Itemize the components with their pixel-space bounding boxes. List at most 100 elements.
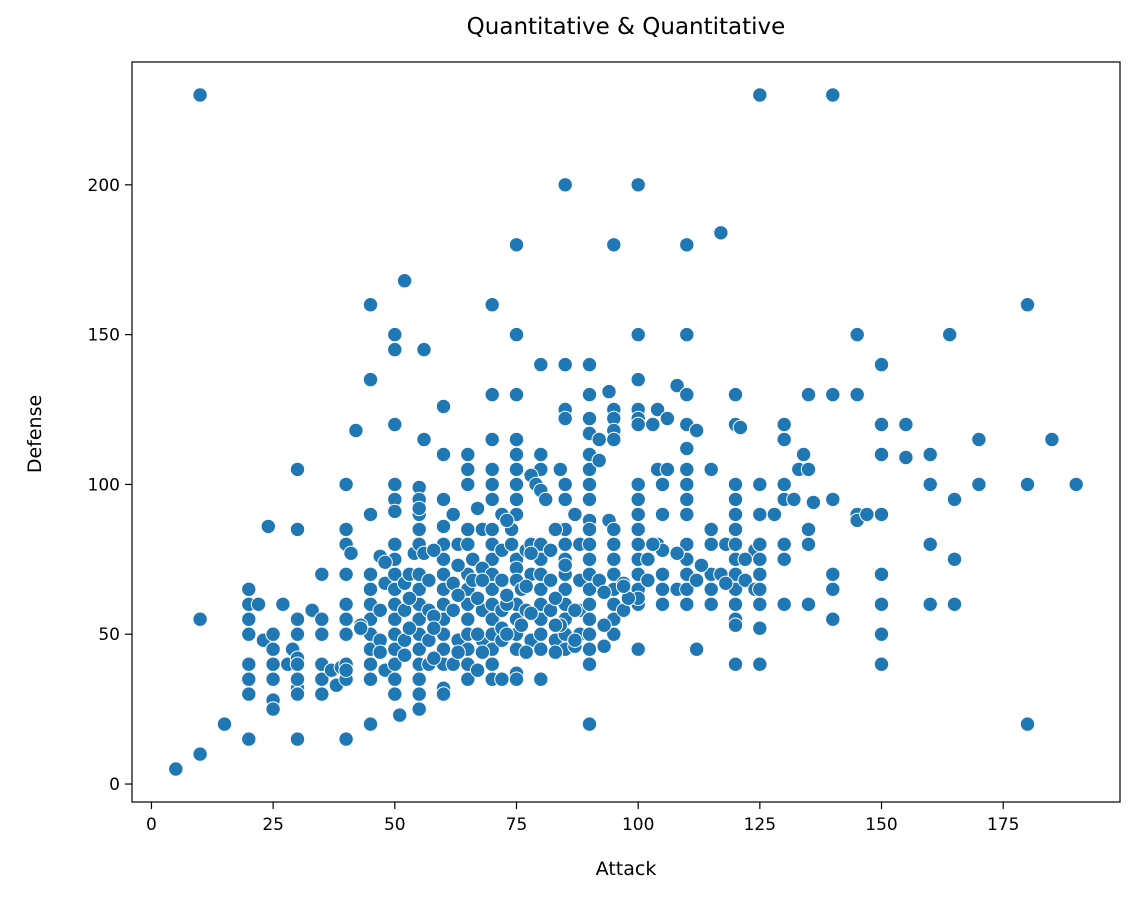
data-point: [289, 521, 306, 538]
data-point: [873, 506, 890, 523]
y-axis-ticks: 0 50 100 150 200: [88, 176, 132, 795]
data-point: [372, 644, 388, 660]
data-point: [727, 476, 744, 493]
data-point: [484, 656, 500, 672]
data-point: [645, 536, 661, 552]
data-point: [484, 461, 500, 478]
data-point: [776, 476, 792, 493]
data-point: [484, 476, 500, 493]
data-point: [362, 506, 379, 523]
data-point: [825, 611, 841, 627]
data-point: [416, 341, 432, 358]
data-point: [387, 671, 403, 687]
data-point: [591, 452, 607, 469]
data-point: [922, 446, 938, 463]
data-point: [606, 551, 622, 567]
data-point: [533, 446, 549, 463]
data-point: [435, 446, 452, 463]
data-point: [216, 716, 233, 732]
data-point: [396, 647, 413, 663]
data-point: [557, 410, 573, 427]
data-point: [669, 377, 685, 394]
data-point: [567, 632, 583, 648]
data-point: [1019, 297, 1036, 313]
data-point: [703, 461, 719, 478]
data-point: [703, 581, 719, 597]
data-point: [654, 506, 671, 523]
data-point: [538, 491, 554, 508]
data-point: [727, 491, 744, 508]
data-point: [435, 398, 452, 415]
data-point: [494, 671, 510, 687]
data-point: [606, 626, 622, 642]
data-point: [567, 602, 583, 618]
data-point: [849, 386, 865, 403]
data-point: [265, 656, 281, 672]
data-point: [898, 416, 914, 433]
data-point: [786, 491, 802, 508]
data-point: [552, 461, 568, 478]
data-point: [688, 641, 705, 657]
data-point: [581, 536, 598, 552]
data-point: [727, 656, 744, 672]
data-point: [630, 506, 646, 523]
data-point: [377, 554, 393, 570]
data-point: [873, 656, 890, 672]
data-point: [460, 536, 476, 552]
data-point: [503, 536, 520, 552]
data-point: [241, 656, 257, 672]
data-point: [518, 644, 534, 660]
data-point: [873, 356, 890, 373]
data-point: [606, 431, 622, 448]
data-point: [445, 506, 461, 523]
data-point: [752, 596, 768, 612]
data-point: [727, 596, 744, 612]
x-tick-label: 100: [622, 815, 654, 835]
data-point: [727, 506, 744, 523]
data-point: [533, 641, 549, 657]
x-tick-label: 0: [146, 815, 157, 835]
data-point: [435, 566, 452, 582]
data-point: [469, 500, 486, 517]
data-point: [192, 611, 208, 627]
data-point: [581, 461, 598, 478]
data-point: [289, 626, 306, 642]
data-point: [581, 551, 598, 567]
data-point: [411, 611, 427, 627]
data-point: [387, 341, 403, 358]
data-point: [460, 461, 476, 478]
data-point: [435, 491, 452, 508]
data-point: [557, 536, 573, 552]
data-point: [727, 617, 744, 633]
data-point: [484, 491, 500, 508]
plot-frame: [131, 61, 1121, 803]
data-point: [795, 446, 812, 463]
data-point: [241, 581, 257, 597]
data-point: [1044, 431, 1060, 448]
x-tick-label: 75: [506, 815, 528, 835]
data-point: [581, 476, 598, 493]
data-point: [859, 506, 875, 523]
data-point: [630, 536, 646, 552]
data-point: [630, 371, 646, 388]
data-point: [499, 587, 515, 603]
data-point: [168, 761, 184, 777]
data-point: [289, 611, 306, 627]
data-point: [679, 461, 695, 478]
data-point: [713, 225, 729, 241]
data-point: [630, 326, 646, 343]
data-point: [484, 521, 500, 538]
data-point: [338, 626, 354, 642]
data-point: [445, 602, 461, 618]
data-point: [800, 536, 817, 552]
data-point: [659, 410, 676, 427]
data-point: [1019, 476, 1036, 493]
data-point: [606, 237, 622, 253]
data-point: [250, 596, 267, 612]
data-point: [718, 575, 734, 591]
data-point: [679, 386, 695, 403]
data-point: [411, 581, 427, 597]
data-point: [241, 611, 257, 627]
data-point: [387, 536, 403, 552]
data-point: [776, 536, 792, 552]
